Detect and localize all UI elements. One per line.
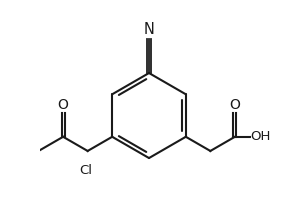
Text: Cl: Cl xyxy=(79,164,92,177)
Text: OH: OH xyxy=(251,130,271,143)
Text: O: O xyxy=(58,97,69,112)
Text: O: O xyxy=(229,97,240,112)
Text: N: N xyxy=(144,22,154,37)
